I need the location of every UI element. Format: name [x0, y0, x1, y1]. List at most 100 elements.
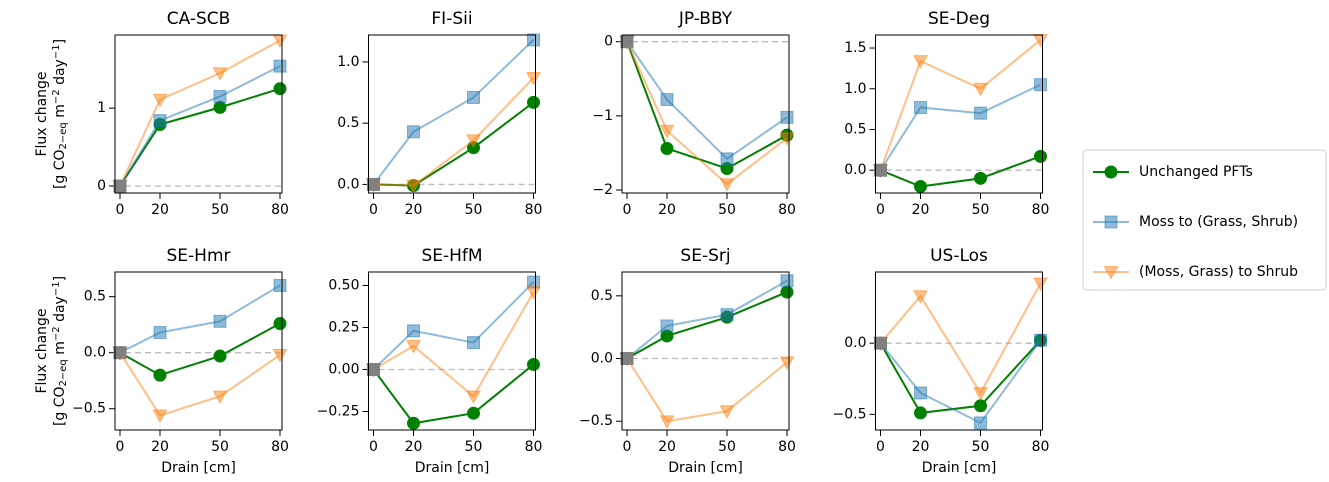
y-tick-label: 0.5 — [337, 115, 359, 131]
series-line — [119, 284, 281, 354]
data-point — [873, 337, 888, 351]
axes-frame — [621, 271, 790, 431]
x-tick-label: 80 — [778, 439, 796, 455]
data-point — [659, 415, 675, 429]
x-tick-label: 50 — [718, 439, 736, 455]
y-tick-label: −0.5 — [72, 401, 106, 417]
x-tick-label: 20 — [405, 439, 423, 455]
x-tick-label: 20 — [151, 202, 169, 218]
data-point — [213, 89, 227, 103]
data-point — [914, 406, 927, 420]
data-point — [273, 59, 287, 73]
x-tick-label: 20 — [658, 439, 676, 455]
data-point — [466, 390, 481, 405]
data-point — [273, 278, 287, 292]
data-point — [527, 33, 540, 47]
data-point — [366, 363, 381, 378]
x-tick-label: 0 — [623, 439, 632, 455]
x-tick-label: 80 — [1032, 202, 1050, 218]
data-point — [467, 406, 480, 420]
legend-label: Moss to (Grass, Shrub) — [1139, 214, 1298, 230]
y-axis-units-part: −1 — [51, 281, 62, 296]
data-point — [660, 93, 674, 107]
x-tick-label: 0 — [876, 202, 885, 218]
y-tick-label: −0.5 — [579, 413, 613, 429]
x-tick-label: 80 — [271, 202, 289, 218]
y-tick-label: 1.0 — [337, 54, 359, 70]
y-tick-label: 0.5 — [844, 121, 866, 137]
series-line — [626, 291, 788, 360]
axes-frame — [114, 271, 283, 431]
data-point — [779, 132, 795, 146]
data-point — [272, 349, 288, 363]
x-tick-label: 50 — [211, 439, 229, 455]
data-point — [913, 290, 928, 304]
subplot-title: SE-Srj — [680, 246, 730, 266]
legend-label: Unchanged PFTs — [1139, 164, 1253, 180]
data-point — [660, 141, 674, 155]
data-point — [527, 357, 540, 371]
series-line — [879, 282, 1042, 395]
data-point — [720, 152, 734, 166]
x-axis-label: Drain [cm] — [415, 460, 490, 476]
data-point — [212, 390, 228, 405]
data-point — [719, 178, 735, 192]
y-tick-label: 0.5 — [84, 289, 106, 305]
data-point — [273, 82, 287, 96]
x-tick-label: 20 — [658, 202, 676, 218]
series-line — [119, 352, 281, 417]
x-tick-label: 80 — [525, 202, 543, 218]
y-tick-label: −0.25 — [317, 404, 360, 420]
y-tick-label: 0.0 — [844, 162, 866, 178]
data-point — [974, 416, 987, 430]
x-tick-label: 50 — [718, 202, 736, 218]
x-tick-label: 50 — [465, 202, 483, 218]
data-point — [366, 178, 381, 193]
y-axis-units-part: m — [52, 104, 68, 122]
data-point — [153, 368, 167, 382]
data-point — [973, 82, 988, 97]
x-tick-label: 80 — [778, 202, 796, 218]
subplot-title: SE-Hmr — [167, 246, 231, 266]
x-tick-label: 0 — [876, 439, 885, 455]
data-point — [212, 67, 228, 81]
legend-marker — [1104, 215, 1118, 229]
y-axis-units-part: ] — [52, 39, 68, 44]
x-axis-label: Drain [cm] — [922, 460, 997, 476]
data-point — [619, 352, 635, 367]
y-tick-label: 0 — [604, 34, 613, 50]
data-point — [153, 114, 167, 128]
y-axis-units-part: ] — [52, 276, 68, 281]
legend-label: (Moss, Grass) to Shrub — [1139, 264, 1298, 280]
data-point — [974, 106, 987, 120]
y-tick-label: 0.50 — [328, 277, 359, 293]
legend-marker — [1104, 165, 1118, 179]
x-tick-label: 0 — [369, 439, 378, 455]
data-point — [407, 416, 420, 430]
data-point — [659, 124, 675, 139]
x-tick-label: 50 — [465, 439, 483, 455]
y-axis-units-part: −2 — [51, 326, 62, 341]
y-axis-units-part: 2−eq — [58, 359, 69, 386]
series-line — [119, 39, 281, 187]
data-point — [973, 387, 988, 401]
data-point — [913, 55, 928, 69]
x-tick-label: 50 — [972, 439, 990, 455]
data-point — [1033, 277, 1048, 292]
data-point — [660, 319, 674, 333]
axes-frame — [621, 34, 790, 194]
data-point — [273, 317, 287, 331]
data-point — [467, 90, 480, 104]
y-tick-label: −2 — [592, 182, 613, 198]
y-tick-label: 0.0 — [84, 345, 106, 361]
y-tick-label: 0.00 — [328, 361, 359, 377]
y-tick-label: 1.0 — [844, 81, 866, 97]
data-point — [1033, 33, 1048, 48]
y-axis-units-part: −2 — [51, 89, 62, 104]
y-tick-label: 0.0 — [591, 351, 613, 367]
data-point — [720, 308, 734, 322]
series-line — [879, 83, 1041, 171]
subplot-title: US-Los — [930, 246, 988, 266]
x-tick-label: 50 — [972, 202, 990, 218]
data-point — [526, 286, 541, 300]
